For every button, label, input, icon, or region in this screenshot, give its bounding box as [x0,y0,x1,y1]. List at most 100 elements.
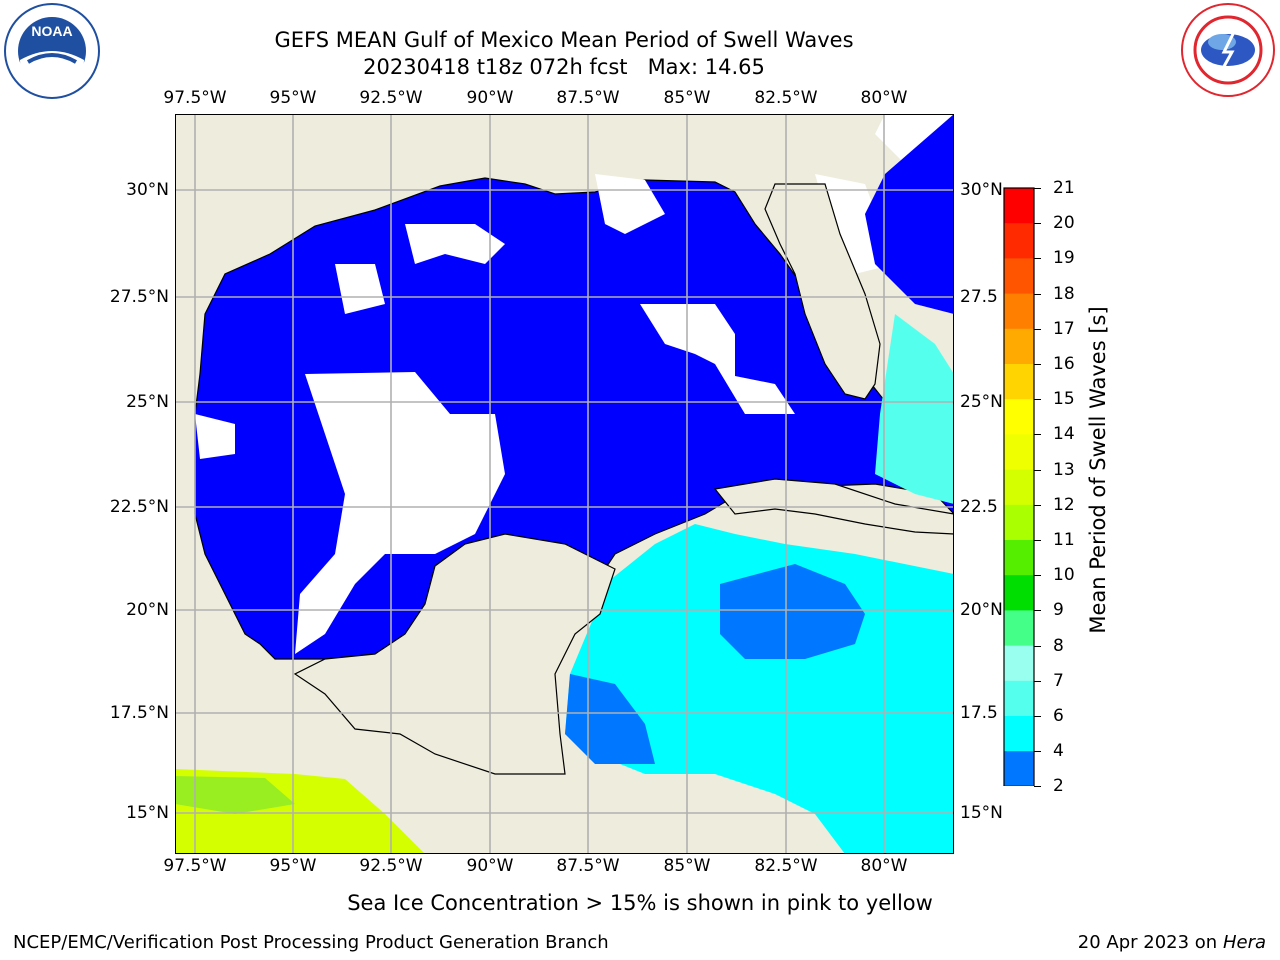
colorbar-tick-mark [1034,188,1041,189]
colorbar-tick-label: 13 [1053,459,1075,480]
colorbar-swatch [1004,258,1034,295]
colorbar-tick-label: 11 [1053,530,1075,550]
graticule [175,114,954,854]
lat-label-right: 30°N [960,180,1003,200]
colorbar-tick-label: 2 [1053,776,1064,797]
colorbar-tick-mark [1034,645,1041,647]
lat-label-left: 20°N [126,600,169,620]
chart-title: GEFS MEAN Gulf of Mexico Mean Period of … [274,28,854,52]
lat-label-right: 20°N [960,600,1003,620]
pacific-green-band [175,776,295,814]
lon-label-bottom: 97.5°W [163,856,227,876]
lon-label-top: 97.5°W [163,88,227,108]
colorbar-swatch [1004,645,1034,682]
colorbar-tick-mark [1034,716,1041,717]
lon-label-bottom: 92.5°W [359,856,423,876]
colorbar-swatch [1004,328,1034,365]
noaa-logo: NOAA [4,3,100,99]
chart-subtitle: 20230418 t18z 072h fcst Max: 14.65 [363,55,765,79]
colorbar-tick-label: 15 [1053,389,1075,410]
colorbar-tick-mark [1034,786,1041,788]
colorbar-tick-mark [1034,540,1041,541]
colorbar-swatch [1004,293,1034,330]
colorbar-tick-label: 17 [1053,318,1075,339]
map-panel [175,114,954,854]
colorbar-tick-label: 20 [1053,213,1075,234]
lon-label-bottom: 82.5°W [754,856,818,876]
lat-label-left: 25°N [126,392,169,412]
colorbar-tick-label: 8 [1053,635,1064,656]
atlantic-blue [865,114,954,314]
colorbar-swatch [1004,680,1034,717]
colorbar-tick-mark [1034,434,1041,436]
lat-label-right: 27.5 [960,287,998,307]
colorbar-swatch [1004,716,1034,752]
noaa-logo-text: NOAA [31,23,72,39]
nws-logo [1181,3,1275,97]
lat-label-right: 22.5 [960,497,998,517]
colorbar-tick-label: 19 [1053,248,1075,269]
lon-label-top: 87.5°W [556,88,620,108]
colorbar-tick-mark [1034,399,1041,401]
colorbar-outline [1003,187,1035,786]
caribbean-inner-blue [720,564,865,659]
colorbar [1003,187,1035,786]
colorbar-tick-label: 12 [1053,494,1075,515]
footer-date-text: 20 Apr 2023 on [1077,932,1223,953]
colorbar-tick-label: 10 [1053,565,1075,586]
lon-label-bottom: 85°W [663,856,711,876]
colorbar-tick-mark [1034,680,1041,682]
colorbar-swatch [1004,575,1034,611]
colorbar-swatch [1004,469,1034,506]
florida-strait-swell [875,314,954,504]
lon-label-bottom: 87.5°W [556,856,620,876]
footer-credit: NCEP/EMC/Verification Post Processing Pr… [13,932,609,953]
lat-label-left: 30°N [126,180,169,200]
lon-label-top: 95°W [269,88,317,108]
colorbar-tick-mark [1034,293,1041,295]
lon-label-top: 82.5°W [754,88,818,108]
colorbar-tick-label: 18 [1053,283,1075,304]
colorbar-swatch [1004,188,1034,224]
florida-peninsula [764,183,881,400]
footer-date: 20 Apr 2023 on Hera [1078,932,1266,953]
colorbar-swatch [1004,610,1034,647]
colorbar-tick-label: 21 [1053,178,1075,198]
colorbar-tick-mark [1034,469,1041,471]
lat-label-left: 22.5°N [109,497,169,517]
sea-ice-note: Sea Ice Concentration > 15% is shown in … [347,891,933,915]
colorbar-tick-mark [1034,258,1041,260]
lon-label-top: 85°W [663,88,711,108]
colorbar-tick-mark [1034,504,1041,506]
colorbar-tick-label: 14 [1053,424,1075,445]
lon-label-top: 92.5°W [359,88,423,108]
lon-label-bottom: 80°W [860,856,908,876]
colorbar-tick-label: 16 [1053,354,1075,374]
colorbar-tick-label: 6 [1053,706,1064,726]
colorbar-swatch [1004,399,1034,435]
colorbar-tick-mark [1034,328,1041,330]
lon-label-top: 90°W [466,88,514,108]
yucatan-peninsula [293,533,616,775]
colorbar-swatch [1004,223,1034,259]
lat-label-right: 15°N [960,803,1003,823]
lon-label-top: 80°W [860,88,908,108]
colorbar-tick-label: 7 [1053,670,1064,691]
lon-label-bottom: 90°W [466,856,514,876]
lat-label-left: 27.5°N [109,287,169,307]
lat-label-left: 17.5°N [109,703,169,723]
colorbar-swatch [1004,434,1034,471]
lat-label-right: 25°N [960,392,1003,412]
colorbar-tick-mark [1034,610,1041,612]
colorbar-tick-mark [1034,364,1041,365]
colorbar-label: Mean Period of Swell Waves [s] [1086,306,1110,634]
colorbar-swatch [1004,364,1034,400]
colorbar-swatch [1004,540,1034,576]
colorbar-tick-label: 9 [1053,600,1064,621]
colorbar-tick-label: 4 [1053,741,1064,762]
colorbar-tick-mark [1034,751,1041,753]
colorbar-swatch [1004,504,1034,541]
lon-label-bottom: 95°W [269,856,317,876]
footer-host: Hera [1222,932,1266,953]
colorbar-tick-mark [1034,223,1041,225]
